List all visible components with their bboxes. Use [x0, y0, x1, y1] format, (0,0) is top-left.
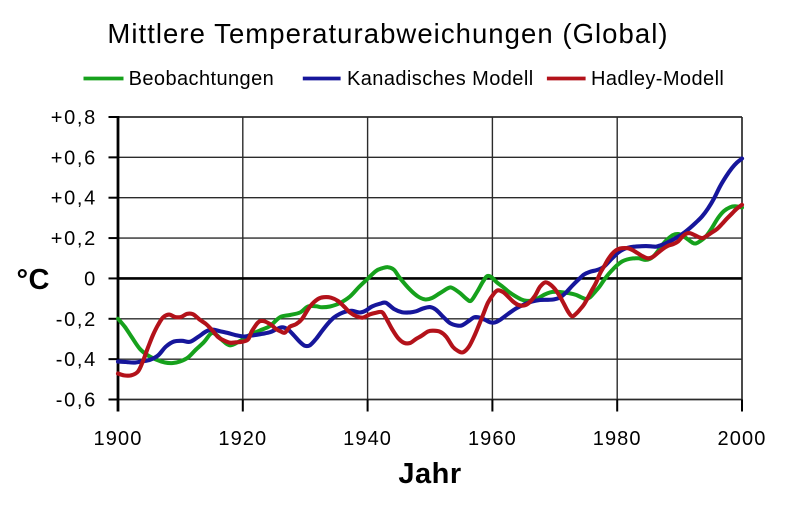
svg-text:+0,2: +0,2 — [51, 228, 97, 250]
svg-text:Hadley-Modell: Hadley-Modell — [591, 68, 724, 90]
svg-text:-0,2: -0,2 — [56, 309, 97, 331]
svg-text:+0,8: +0,8 — [51, 107, 97, 129]
svg-text:-0,4: -0,4 — [56, 349, 97, 371]
svg-text:Mittlere Temperaturabweichunge: Mittlere Temperaturabweichungen (Global) — [107, 18, 668, 49]
svg-text:Kanadisches Modell: Kanadisches Modell — [347, 68, 534, 90]
svg-text:+0,4: +0,4 — [51, 188, 97, 210]
svg-text:1960: 1960 — [468, 428, 517, 450]
svg-text:1920: 1920 — [218, 428, 267, 450]
svg-text:+0,6: +0,6 — [51, 147, 97, 169]
svg-text:°C: °C — [16, 264, 50, 296]
svg-text:1940: 1940 — [343, 428, 392, 450]
svg-text:-0,6: -0,6 — [56, 390, 97, 412]
svg-text:Jahr: Jahr — [398, 458, 461, 490]
svg-text:0: 0 — [84, 268, 97, 290]
svg-text:2000: 2000 — [718, 428, 767, 450]
svg-text:Beobachtungen: Beobachtungen — [129, 68, 275, 90]
svg-text:1980: 1980 — [593, 428, 642, 450]
svg-text:1900: 1900 — [94, 428, 143, 450]
